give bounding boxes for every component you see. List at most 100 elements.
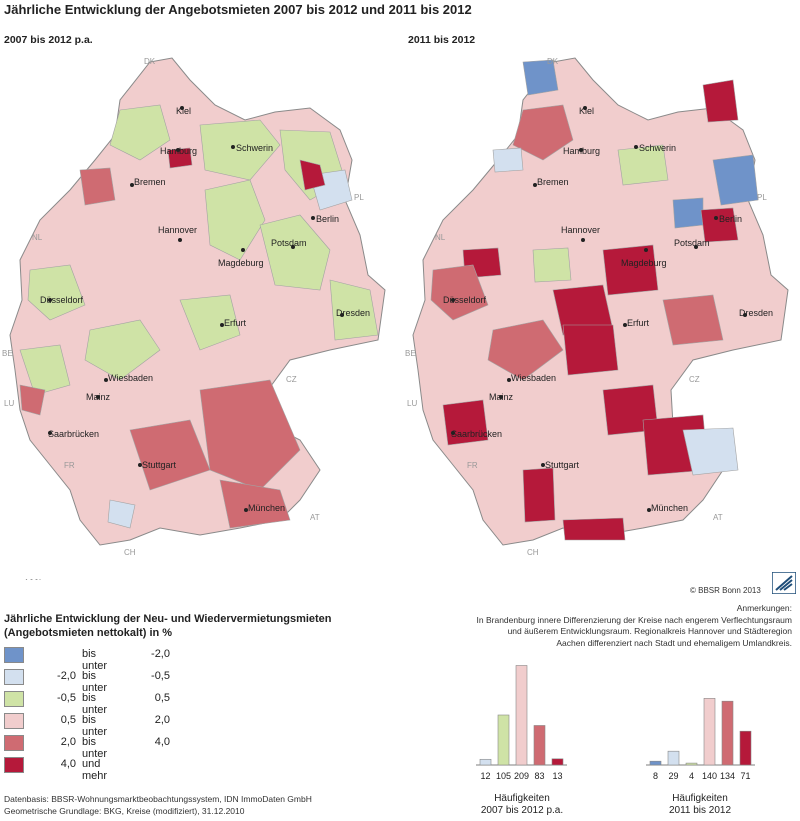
notes-line: In Brandenburg innere Differenzierung de… <box>476 614 792 625</box>
legend-mid: bis unter <box>82 692 108 716</box>
histogram-bar-label: 134 <box>720 771 735 781</box>
city-label: Düsseldorf <box>443 295 487 305</box>
histogram-bar-label: 8 <box>653 771 658 781</box>
histogram-bar <box>685 762 698 766</box>
country-labels-right: DK PL NL BE LU CZ FR AT CH <box>405 57 767 557</box>
copyright: © BBSR Bonn 2013 <box>690 586 761 595</box>
legend-mid: bis unter <box>82 736 108 760</box>
notes-line: und äußerem Entwicklungsraum. Regionalkr… <box>507 626 792 636</box>
country-label: NL <box>435 233 446 242</box>
legend-high: 0,5 <box>154 692 170 704</box>
map-2007-2012: Kiel Hamburg Schwerin Bremen Berlin Hann… <box>2 57 386 580</box>
city-label: Saarbrücken <box>48 429 99 439</box>
city-label: Stuttgart <box>545 460 580 470</box>
histogram-bar-label: 209 <box>514 771 529 781</box>
city-label: Stuttgart <box>142 460 177 470</box>
map-subtitle-right: 2011 bis 2012 <box>408 34 476 46</box>
city-labels-left: Kiel Hamburg Schwerin Bremen Berlin Hann… <box>40 106 370 513</box>
city-label: Potsdam <box>674 238 710 248</box>
country-label: DK <box>144 57 156 66</box>
map-subtitle-left: 2007 bis 2012 p.a. <box>4 34 93 46</box>
country-label: AT <box>713 513 723 522</box>
histogram-bar-label: 12 <box>480 771 490 781</box>
legend-high: -0,5 <box>151 670 170 682</box>
country-label: FR <box>64 461 75 470</box>
page-title: Jährliche Entwicklung der Angebotsmieten… <box>4 2 472 17</box>
country-label: DK <box>547 57 559 66</box>
legend-high: 2,0 <box>154 714 170 726</box>
country-label: LU <box>4 399 14 408</box>
histogram-bar <box>515 665 528 766</box>
city-label: Kiel <box>579 106 594 116</box>
legend-high: -2,0 <box>151 648 170 660</box>
histogram-bar-label: 4 <box>689 771 694 781</box>
city-label: Schwerin <box>236 143 273 153</box>
histogram-bar-label: 71 <box>740 771 750 781</box>
histogram-bar-label: 29 <box>668 771 678 781</box>
city-label: Berlin <box>719 214 742 224</box>
legend-swatch <box>4 647 24 663</box>
city-label: Magdeburg <box>621 258 667 268</box>
country-label: PL <box>354 193 364 202</box>
histogram-bar <box>721 700 734 766</box>
notes-line: Aachen differenziert nach Stadt und ehem… <box>556 637 792 648</box>
city-markers-left <box>48 106 344 512</box>
legend-mid: bis unter <box>82 670 108 694</box>
city-label: Berlin <box>316 214 339 224</box>
city-labels-right: Kiel Hamburg Schwerin Bremen Berlin Hann… <box>443 106 773 513</box>
histogram-2007-2012: 12 105 209 83 13 <box>476 665 567 781</box>
city-label: Bremen <box>537 177 569 187</box>
notes-heading: Anmerkungen: <box>736 603 792 613</box>
map-2011-2012: Kiel Hamburg Schwerin Bremen Berlin Hann… <box>405 57 789 557</box>
histogram-bar-label: 105 <box>496 771 511 781</box>
legend-mid: bis unter <box>82 648 108 672</box>
country-label: BE <box>2 349 13 358</box>
country-label: CZ <box>689 375 700 384</box>
scale-bar-label: 100km <box>24 578 51 580</box>
city-label: Saarbrücken <box>451 429 502 439</box>
histogram-bar <box>533 725 546 766</box>
source-line1: Datenbasis: BBSR-Wohnungsmarktbeobachtun… <box>4 794 312 804</box>
source-line2: Geometrische Grundlage: BKG, Kreise (mod… <box>4 806 245 816</box>
legend-low: -2,0 <box>57 670 76 682</box>
legend-title-line2: (Angebotsmieten nettokalt) in % <box>4 627 173 639</box>
histogram-title-left: Häufigkeiten 2007 bis 2012 p.a. <box>452 793 592 817</box>
histogram-bar <box>649 760 662 766</box>
city-markers-right <box>451 106 747 512</box>
country-label: AT <box>310 513 320 522</box>
histogram-bar-label: 140 <box>702 771 717 781</box>
country-label: BE <box>405 349 416 358</box>
city-label: München <box>248 503 285 513</box>
histogram-bar <box>479 758 492 766</box>
histogram-bar-label: 83 <box>534 771 544 781</box>
histogram-title-line1: Häufigkeiten <box>672 793 728 804</box>
city-label: Erfurt <box>627 318 650 328</box>
legend-high: 4,0 <box>154 736 170 748</box>
legend-title-line1: Jährliche Entwicklung der Neu- und Wiede… <box>4 613 332 625</box>
legend-swatch <box>4 757 24 773</box>
notes: Anmerkungen: In Brandenburg innere Diffe… <box>412 603 792 649</box>
legend-swatch <box>4 713 24 729</box>
scale-bar: 100km <box>24 578 51 580</box>
histogram-bar <box>667 750 680 766</box>
city-label: Magdeburg <box>218 258 264 268</box>
city-label: Hannover <box>158 225 197 235</box>
histogram-2011-2012: 8 29 4 140 134 71 <box>646 698 755 781</box>
regions-left <box>19 104 379 529</box>
histogram-bar <box>497 714 510 766</box>
city-label: Wiesbaden <box>511 373 556 383</box>
legend-low: -0,5 <box>57 692 76 704</box>
legend-swatch <box>4 669 24 685</box>
city-label: München <box>651 503 688 513</box>
legend-low: 2,0 <box>60 736 76 748</box>
city-label: Schwerin <box>639 143 676 153</box>
country-label: NL <box>32 233 43 242</box>
city-label: Dresden <box>336 308 370 318</box>
legend-swatch <box>4 735 24 751</box>
city-label: Kiel <box>176 106 191 116</box>
legend-title: Jährliche Entwicklung der Neu- und Wiede… <box>4 612 332 640</box>
histogram-title-right: Häufigkeiten 2011 bis 2012 <box>630 793 770 817</box>
legend-low: 0,5 <box>60 714 76 726</box>
histogram-title-line1: Häufigkeiten <box>494 793 550 804</box>
country-labels-left: DK PL NL BE LU CZ FR AT CH <box>2 57 364 557</box>
